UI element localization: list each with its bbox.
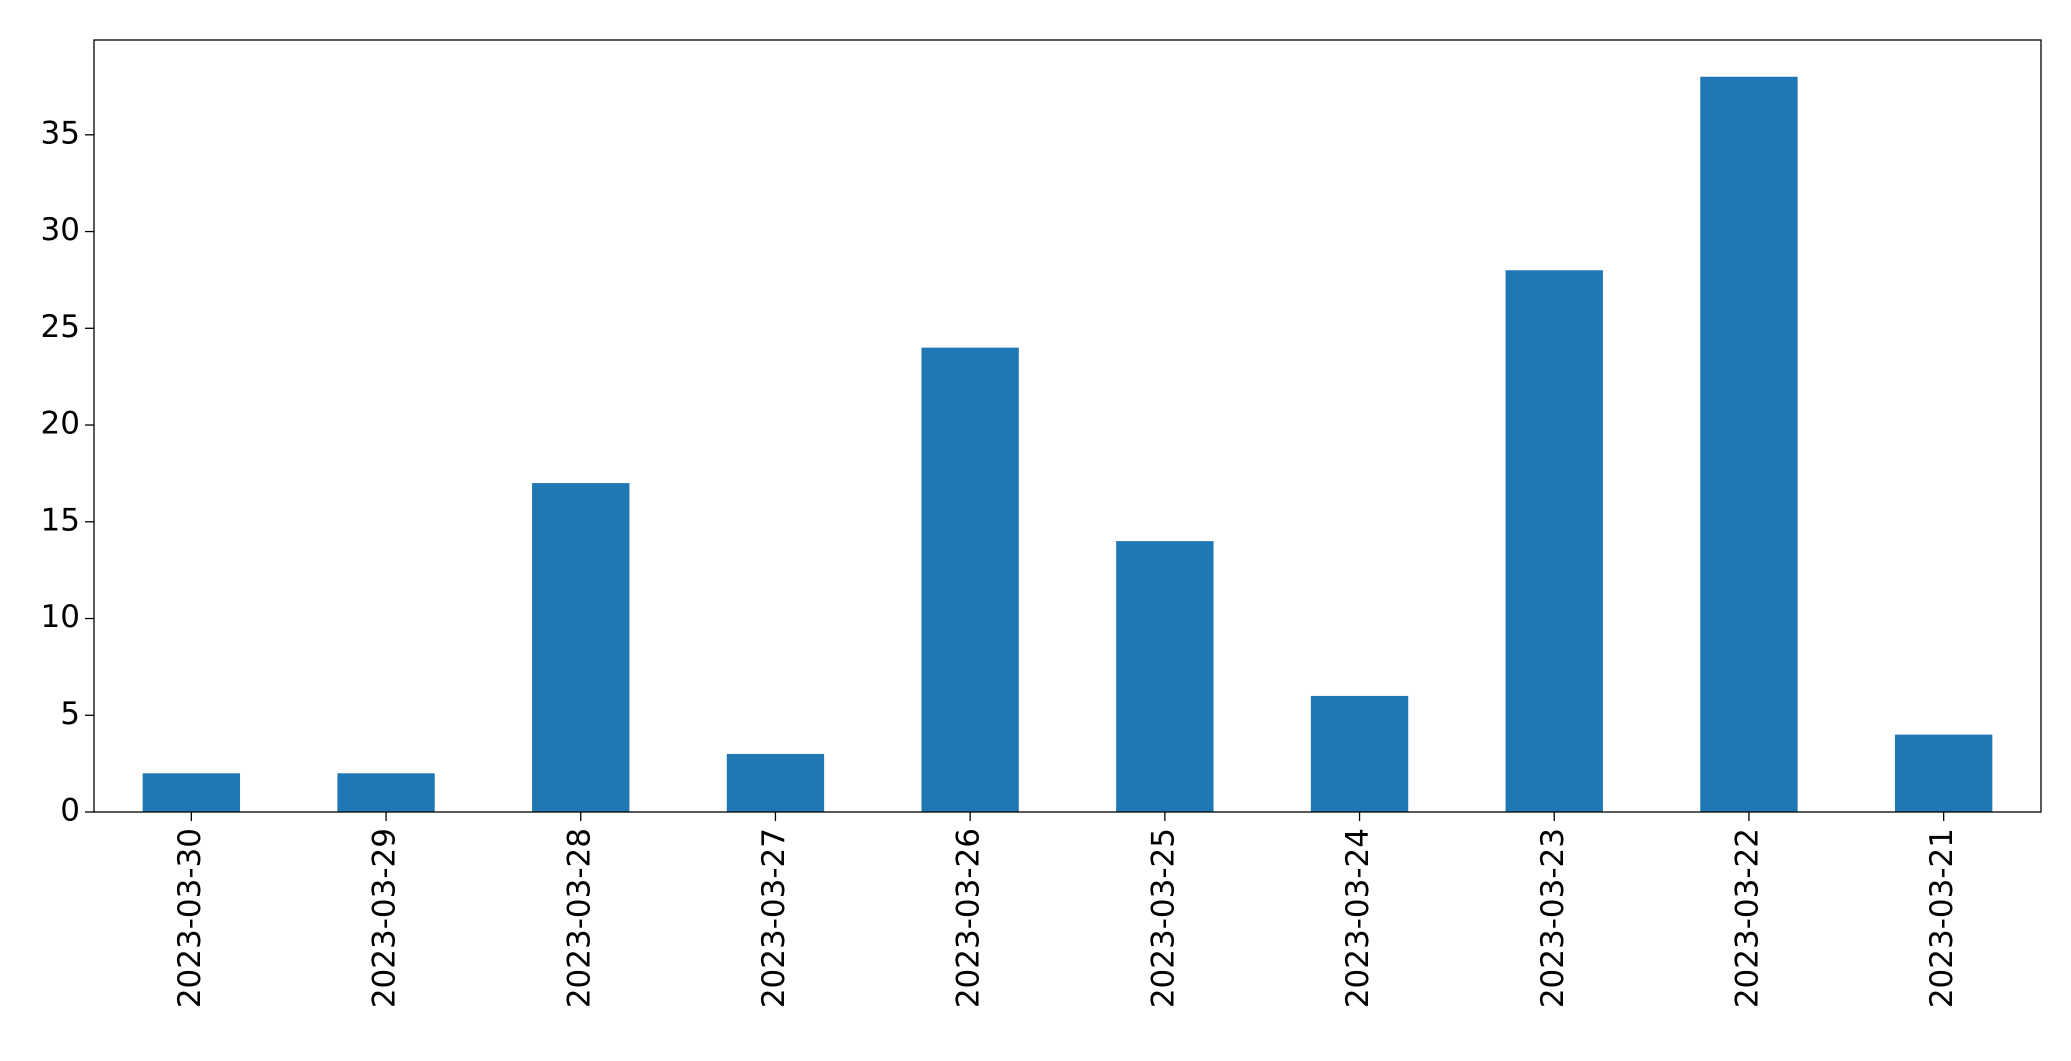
bar [1116, 541, 1214, 812]
x-tick-label: 2023-03-22 [1729, 828, 1765, 1008]
x-tick-label: 2023-03-23 [1535, 828, 1571, 1008]
bar [726, 753, 825, 812]
x-tick-label: 2023-03-24 [1340, 828, 1376, 1008]
bar [1310, 695, 1409, 812]
y-tick-label: 30 [41, 212, 80, 248]
plot-frame [93, 39, 2042, 813]
x-tick-label: 2023-03-26 [951, 828, 987, 1008]
x-tick-label: 2023-03-21 [1924, 828, 1960, 1008]
bar [1894, 734, 1993, 812]
bar [532, 483, 630, 812]
y-tick-label: 20 [41, 406, 80, 442]
bar [337, 773, 435, 812]
x-tick-label: 2023-03-25 [1145, 828, 1181, 1008]
bar [1700, 76, 1798, 812]
y-tick-label: 25 [41, 309, 80, 345]
x-tick-label: 2023-03-30 [172, 828, 208, 1008]
y-tick-label: 15 [41, 502, 80, 538]
y-tick-label: 0 [60, 793, 80, 829]
x-tick-label: 2023-03-28 [561, 828, 597, 1008]
bar [142, 773, 241, 812]
bar [921, 347, 1019, 812]
x-tick-label: 2023-03-27 [756, 828, 792, 1008]
y-tick-label: 10 [41, 599, 80, 635]
x-tick-label: 2023-03-29 [367, 828, 403, 1008]
bar [1505, 270, 1603, 812]
y-tick-label: 5 [60, 696, 80, 732]
y-tick-label: 35 [41, 115, 80, 151]
